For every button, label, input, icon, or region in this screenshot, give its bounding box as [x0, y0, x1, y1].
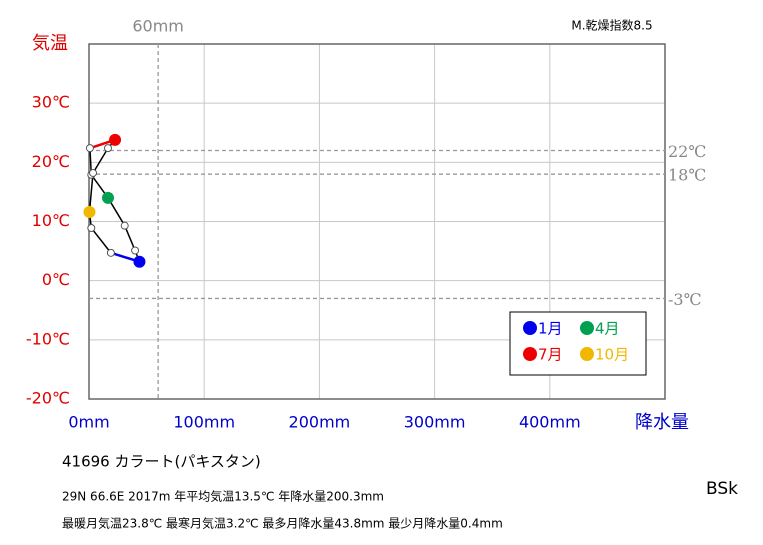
- legend-label: 4月: [595, 320, 620, 338]
- reference-label: 22℃: [668, 142, 706, 161]
- point: [106, 248, 115, 257]
- x-tick-label: 300mm: [404, 413, 466, 432]
- plot-frame: [88, 43, 666, 400]
- x-tick-label: 100mm: [173, 413, 235, 432]
- y-axis-label: 気温: [32, 33, 68, 54]
- info-line: 29N 66.6E 2017m 年平均気温13.5℃ 年降水量200.3mm: [62, 489, 384, 504]
- climate-class: BSk: [706, 479, 738, 499]
- info-line: 最暖月気温23.8℃ 最寒月気温3.2℃ 最多月降水量43.8mm 最少月降水量…: [62, 516, 503, 531]
- y-tick-label: 30℃: [32, 93, 70, 112]
- reference-label: -3℃: [668, 290, 701, 309]
- legend-marker: [523, 347, 537, 361]
- dryness-index: M.乾燥指数8.5: [571, 18, 652, 33]
- highlight-point: [102, 191, 115, 204]
- y-tick-label: 0℃: [42, 270, 70, 289]
- station-name: 41696 カラート(パキスタン): [62, 453, 261, 471]
- y-tick-label: -20℃: [26, 389, 70, 408]
- y-tick-label: -10℃: [26, 329, 70, 348]
- legend-label: 10月: [595, 346, 629, 364]
- x-tick-label: 0mm: [68, 413, 109, 432]
- reference-label: 60mm: [132, 17, 184, 36]
- y-tick-label: 10℃: [32, 211, 70, 230]
- legend-marker: [580, 321, 594, 335]
- legend-marker: [580, 347, 594, 361]
- point: [87, 224, 96, 233]
- x-tick-label: 400mm: [519, 413, 581, 432]
- point: [131, 246, 140, 255]
- legend-label: 1月: [538, 320, 563, 338]
- point: [89, 168, 98, 177]
- reference-label: 18℃: [668, 166, 706, 185]
- highlight-point: [109, 133, 122, 146]
- point: [104, 144, 113, 153]
- x-tick-label: 200mm: [289, 413, 351, 432]
- highlight-point: [133, 255, 146, 268]
- legend-label: 7月: [538, 346, 563, 364]
- legend-marker: [523, 321, 537, 335]
- y-tick-label: 20℃: [32, 152, 70, 171]
- highlight-point: [83, 206, 96, 219]
- point: [120, 221, 129, 230]
- x-axis-label: 降水量: [635, 412, 689, 433]
- point: [85, 144, 94, 153]
